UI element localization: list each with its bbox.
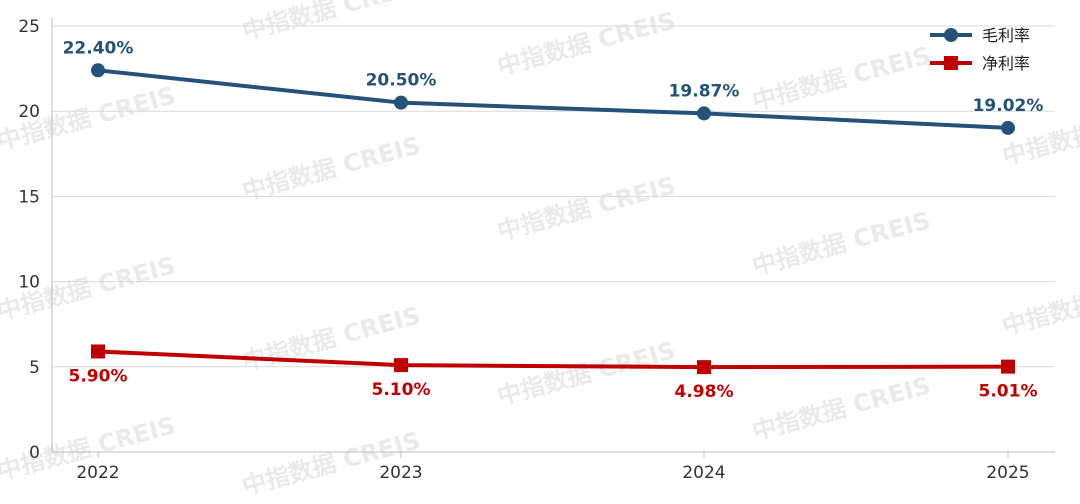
x-tick-label: 2024: [682, 463, 725, 483]
data-point: [394, 95, 408, 110]
legend-label: 净利率: [982, 54, 1030, 73]
x-tick-label: 2023: [379, 463, 422, 483]
y-tick-label: 15: [18, 187, 40, 207]
watermark-text: 中指数据 CREIS: [494, 6, 678, 80]
watermark-text: 中指数据 CREIS: [749, 371, 933, 445]
legend-marker: [944, 28, 958, 42]
y-tick-label: 25: [18, 17, 40, 37]
watermark-text: 中指数据 CREIS: [239, 0, 423, 46]
series-layer: 22.40% 20.50% 19.87% 19.02% 5.90% 5.10% 4.98% 5…: [63, 38, 1044, 402]
y-tick-label: 20: [18, 102, 40, 122]
watermark-text: 中指数据 CREIS: [239, 131, 423, 205]
data-label: 20.50%: [366, 71, 437, 91]
data-point: [697, 106, 711, 121]
data-label: 5.01%: [979, 382, 1038, 402]
data-label: 4.98%: [675, 382, 734, 402]
data-point: [1001, 359, 1015, 374]
watermark-text: 中指数据 CREIS: [494, 336, 678, 410]
data-label: 19.87%: [669, 81, 740, 101]
legend-label: 毛利率: [982, 26, 1030, 45]
data-label: 5.10%: [372, 380, 431, 400]
data-point: [91, 63, 105, 78]
data-label: 19.02%: [973, 96, 1044, 116]
y-tick-label: 10: [18, 273, 40, 293]
x-tick-label: 2022: [76, 463, 119, 483]
data-label: 22.40%: [63, 38, 134, 58]
series-line-1: [97, 68, 1009, 130]
watermark-text: 中指数据 CREIS: [999, 266, 1080, 340]
watermark-text: 中指数据 CREIS: [494, 171, 678, 245]
watermark-text: 中指数据 CREIS: [749, 206, 933, 280]
data-point: [394, 358, 408, 373]
data-point: [91, 344, 105, 359]
data-point: [697, 360, 711, 375]
watermark-text: 中指数据 CREIS: [749, 41, 933, 115]
y-tick-label: 0: [29, 443, 40, 463]
y-tick-label: 5: [29, 358, 40, 378]
x-tick-label: 2025: [986, 463, 1029, 483]
series-line-2: [97, 349, 1009, 370]
data-point: [1001, 120, 1015, 135]
grid-lines: [52, 25, 1055, 368]
legend-marker: [944, 56, 958, 70]
data-label: 5.90%: [69, 366, 128, 386]
